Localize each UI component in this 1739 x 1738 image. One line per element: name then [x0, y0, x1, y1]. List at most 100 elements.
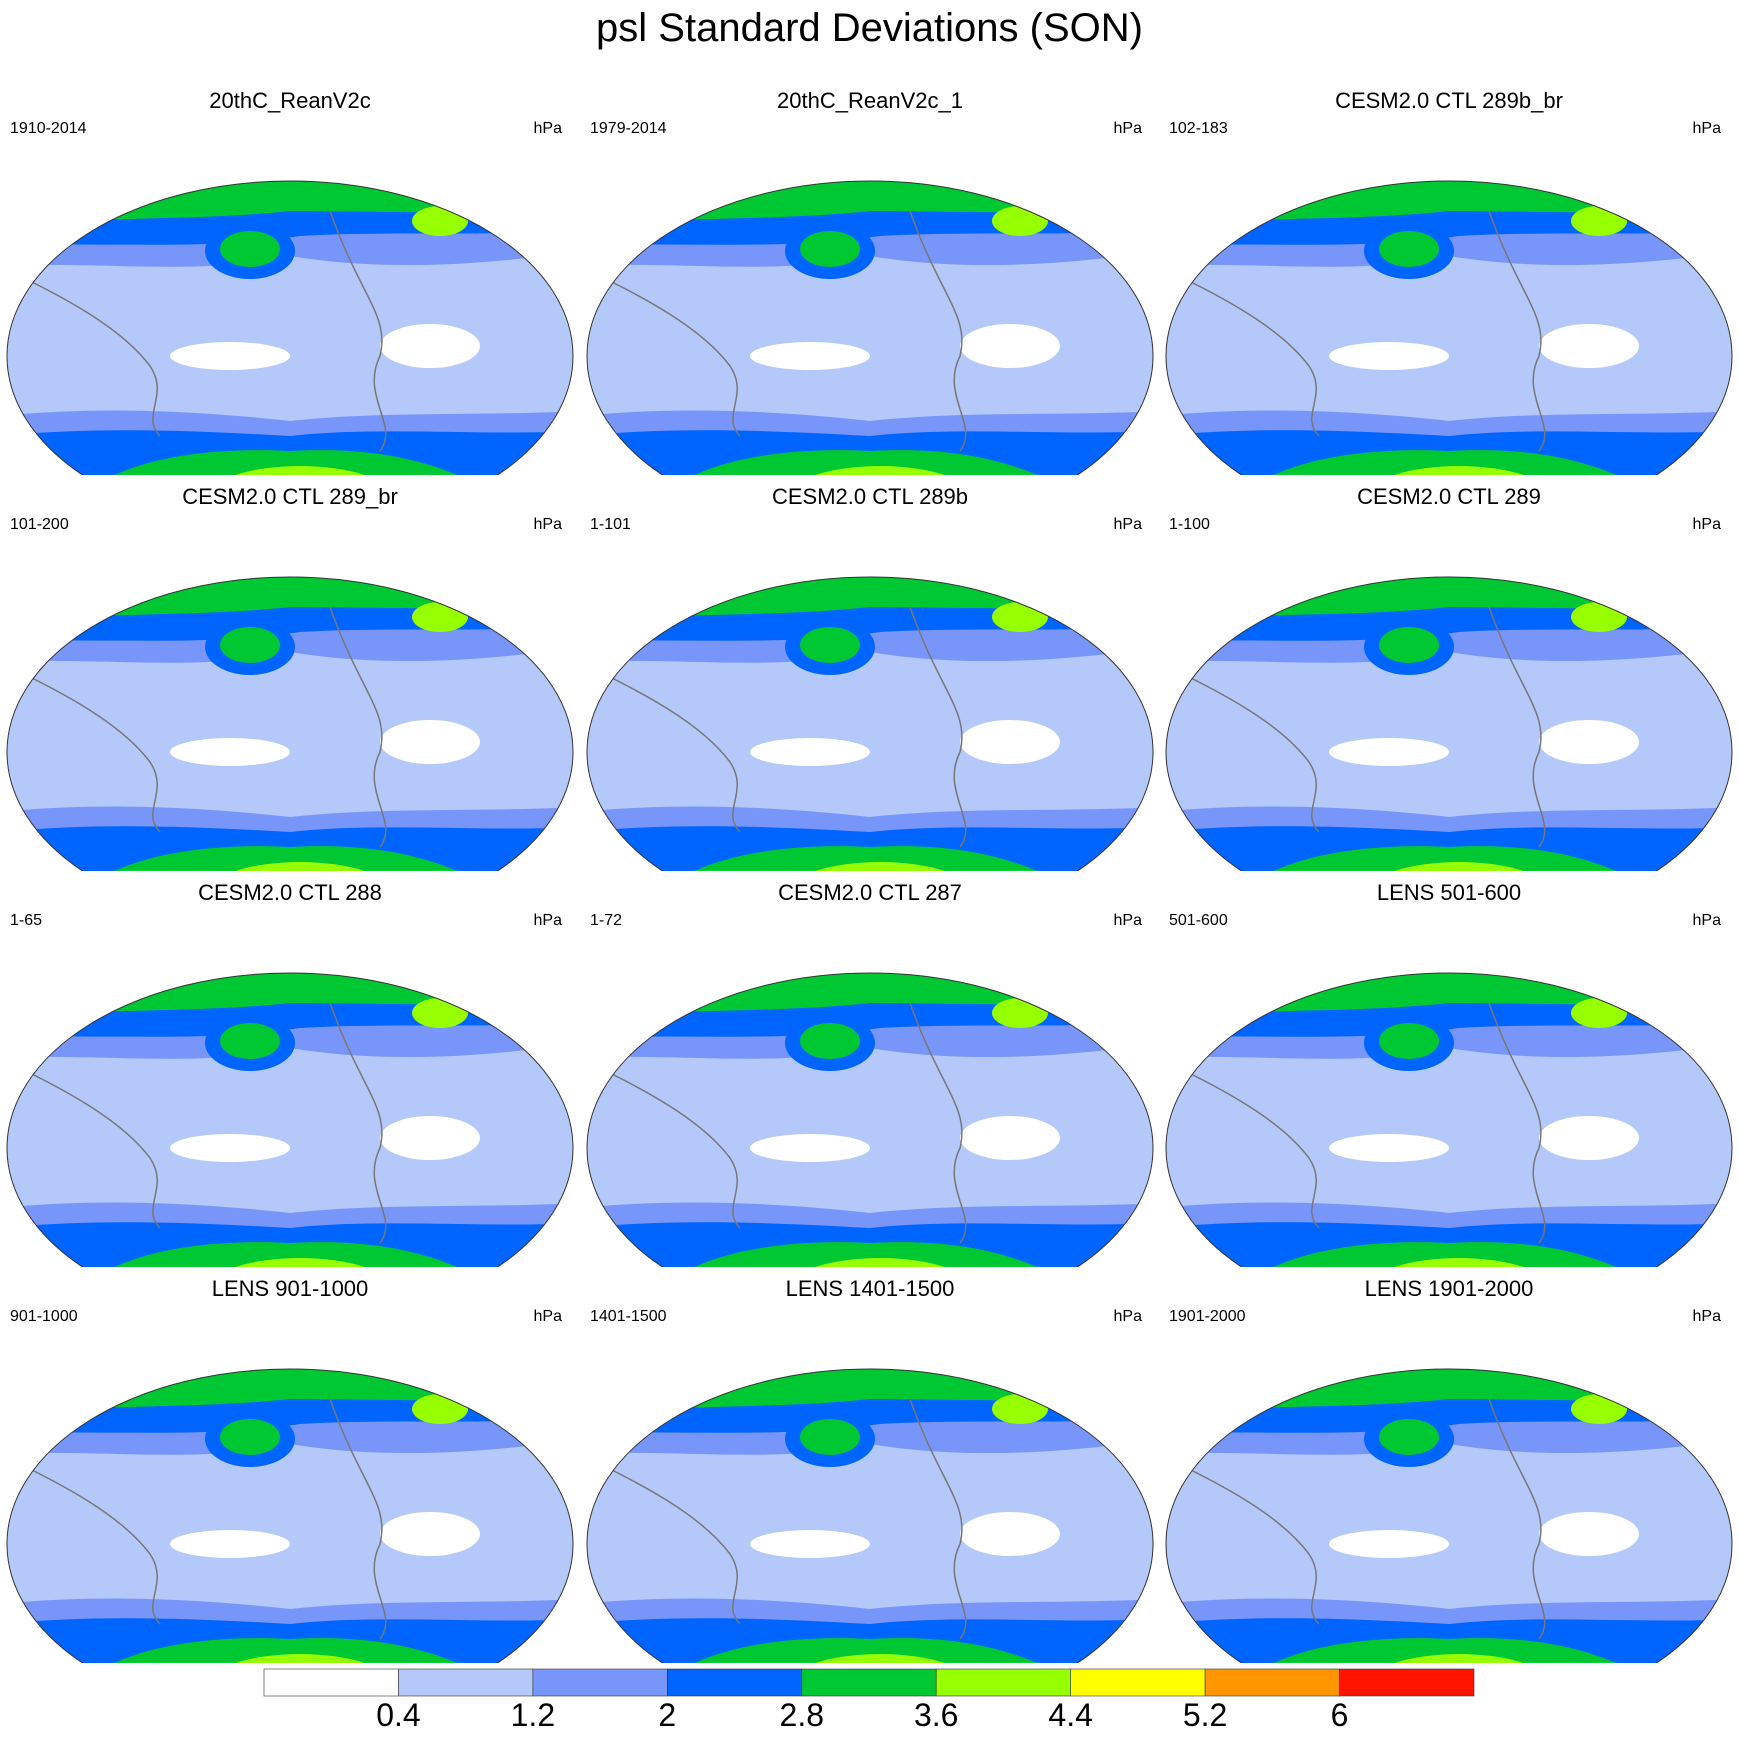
- map-plot: [1165, 576, 1733, 871]
- shade-band: [800, 231, 860, 267]
- colorbar-box: [1070, 1668, 1206, 1697]
- map-outline: [6, 180, 574, 475]
- panel-units: hPa: [1113, 120, 1142, 137]
- panel-title: CESM2.0 CTL 288: [198, 880, 382, 905]
- map-outline: [6, 576, 574, 871]
- shade-band: [750, 1530, 870, 1558]
- panel-period: 1-101: [590, 516, 631, 533]
- shade-band: [1219, 846, 1699, 871]
- shade-band: [750, 342, 870, 370]
- panel-title: CESM2.0 CTL 289_br: [182, 484, 398, 509]
- map-outline: [6, 1368, 574, 1663]
- coastline: [599, 671, 741, 833]
- colorbar-label: 1.2: [510, 1697, 556, 1733]
- shade-band: [992, 1394, 1048, 1424]
- coastline: [1488, 1002, 1546, 1244]
- shade-band: [60, 1242, 540, 1267]
- coastline: [329, 606, 387, 848]
- shade-band: [587, 826, 1153, 871]
- map-panel: LENS 1901-2000 1901-2000 hPa: [1159, 1268, 1739, 1663]
- map-outline: [586, 576, 1154, 871]
- colorbar-box: [263, 1668, 399, 1697]
- panel-period: 101-200: [10, 516, 69, 533]
- shade-band: [7, 826, 573, 871]
- shade-band: [220, 1023, 280, 1059]
- shade-band: [1219, 1638, 1699, 1663]
- map-panel: CESM2.0 CTL 289 1-100 hPa: [1159, 476, 1739, 871]
- map-plot: [1165, 972, 1733, 1267]
- panel-units: hPa: [1692, 1308, 1721, 1325]
- map-plot: [6, 1368, 574, 1663]
- shade-band: [960, 324, 1060, 368]
- map-plot: [586, 180, 1154, 475]
- panel-period: 1901-2000: [1169, 1308, 1246, 1325]
- panel-period: 1-100: [1169, 516, 1210, 533]
- shade-band: [1166, 1222, 1732, 1267]
- panel-period: 901-1000: [10, 1308, 78, 1325]
- colorbar-label: 2.8: [779, 1697, 825, 1733]
- coastline: [19, 275, 161, 437]
- shade-band: [992, 998, 1048, 1028]
- panel-title: LENS 1901-2000: [1364, 1276, 1534, 1301]
- shade-band: [750, 1134, 870, 1162]
- coastline: [599, 1067, 741, 1229]
- shade-band: [1329, 342, 1449, 370]
- shade-band: [1539, 1512, 1639, 1556]
- map-panel: 20thC_ReanV2c 1910-2014 hPa: [0, 80, 580, 475]
- panel-title: CESM2.0 CTL 289b_br: [1335, 88, 1563, 113]
- map-panel: CESM2.0 CTL 288 1-65 hPa: [0, 872, 580, 1267]
- shade-band: [640, 846, 1120, 871]
- shade-band: [992, 602, 1048, 632]
- colorbar-label: 0.4: [376, 1697, 421, 1733]
- page-title: psl Standard Deviations (SON): [596, 6, 1143, 50]
- map-panel: LENS 901-1000 901-1000 hPa: [0, 1268, 580, 1663]
- shade-band: [1539, 720, 1639, 764]
- panel-title: LENS 501-600: [1376, 880, 1522, 905]
- panel-units: hPa: [533, 516, 562, 533]
- map-panel: LENS 501-600 501-600 hPa: [1159, 872, 1739, 1267]
- shade-band: [412, 206, 468, 236]
- panel-units: hPa: [533, 912, 562, 929]
- map-outline: [586, 1368, 1154, 1663]
- coastline: [1178, 1463, 1320, 1625]
- colorbar-box: [532, 1668, 668, 1697]
- shade-band: [380, 324, 480, 368]
- coastline: [599, 275, 741, 437]
- map-plot: [1165, 180, 1733, 475]
- shade-band: [1329, 1134, 1449, 1162]
- shade-band: [1219, 450, 1699, 475]
- coastline: [909, 606, 967, 848]
- shade-band: [800, 1023, 860, 1059]
- shade-band: [1379, 1419, 1439, 1455]
- panel-title: LENS 901-1000: [211, 1276, 369, 1301]
- shade-band: [7, 1618, 573, 1663]
- shade-band: [1166, 430, 1732, 475]
- map-plot: [586, 972, 1154, 1267]
- shade-band: [1571, 998, 1627, 1028]
- map-plot: [1165, 1368, 1733, 1663]
- panel-title: LENS 1401-1500: [785, 1276, 955, 1301]
- coastline: [1488, 210, 1546, 452]
- panel-title: CESM2.0 CTL 289b: [771, 484, 969, 509]
- shade-band: [587, 1222, 1153, 1267]
- map-outline: [1165, 1368, 1733, 1663]
- coastline: [1178, 275, 1320, 437]
- map-outline: [1165, 180, 1733, 475]
- shade-band: [800, 1419, 860, 1455]
- shade-band: [640, 1638, 1120, 1663]
- colorbar-box: [398, 1668, 534, 1697]
- panel-units: hPa: [1692, 912, 1721, 929]
- map-panel: CESM2.0 CTL 289b 1-101 hPa: [580, 476, 1160, 871]
- map-plot: [6, 180, 574, 475]
- panel-units: hPa: [1113, 912, 1142, 929]
- panel-units: hPa: [533, 120, 562, 137]
- shade-band: [1166, 826, 1732, 871]
- coastline: [1178, 671, 1320, 833]
- map-plot: [586, 576, 1154, 871]
- coastline: [329, 1398, 387, 1640]
- coastline: [19, 1463, 161, 1625]
- panel-title: CESM2.0 CTL 289: [1357, 484, 1541, 509]
- shade-band: [1329, 738, 1449, 766]
- coastline: [329, 1002, 387, 1244]
- shade-band: [1379, 1023, 1439, 1059]
